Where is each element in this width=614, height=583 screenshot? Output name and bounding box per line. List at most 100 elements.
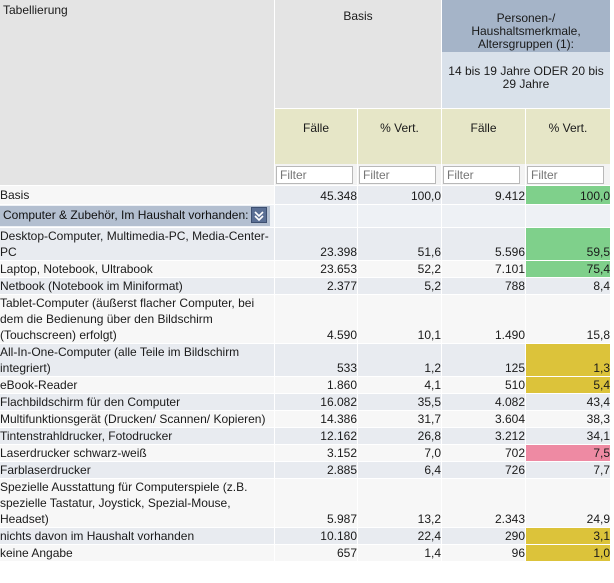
cell-b-vert: 4,1 bbox=[357, 376, 441, 393]
cell-g-faelle: 4.082 bbox=[441, 393, 525, 410]
corner-header: Tabellierung bbox=[0, 0, 274, 185]
table-row: eBook-Reader 1.860 4,1 510 5,4 bbox=[0, 376, 610, 393]
col-header-group-vert[interactable]: % Vert. bbox=[525, 108, 610, 164]
table-row: Desktop-Computer, Multimedia-PC, Media-C… bbox=[0, 227, 610, 260]
cell-g-faelle: 96 bbox=[441, 544, 525, 561]
filter-cell bbox=[357, 164, 441, 185]
filter-input-basis-vert[interactable] bbox=[359, 165, 436, 184]
cell-b-vert: 13,2 bbox=[357, 478, 441, 527]
cell-b-faelle: 10.180 bbox=[274, 527, 357, 544]
cell-b-faelle: 14.386 bbox=[274, 410, 357, 427]
row-label: Laserdrucker schwarz-weiß bbox=[0, 444, 274, 461]
row-label-text: Basis bbox=[0, 188, 30, 202]
section-cell bbox=[525, 204, 610, 227]
group-title: Personen-/ Haushaltsmerkmale, Altersgrup… bbox=[471, 11, 581, 51]
cell-basis-faelle: 45.348 bbox=[274, 185, 357, 204]
cell-b-faelle: 533 bbox=[274, 343, 357, 376]
table-row: Spezielle Ausstattung für Computerspiele… bbox=[0, 478, 610, 527]
section-header: Computer & Zubehör, Im Haushalt vorhande… bbox=[0, 204, 274, 227]
table-row: Farblaserdrucker 2.885 6,4 726 7,7 bbox=[0, 461, 610, 478]
row-label: nichts davon im Haushalt vorhanden bbox=[0, 527, 274, 544]
table-row: Multifunktionsgerät (Drucken/ Scannen/ K… bbox=[0, 410, 610, 427]
cell-basis-vert: 100,0 bbox=[357, 185, 441, 204]
cell-b-vert: 52,2 bbox=[357, 260, 441, 277]
cell-b-faelle: 1.860 bbox=[274, 376, 357, 393]
cell-b-faelle: 5.987 bbox=[274, 478, 357, 527]
row-label: Flachbildschirm für den Computer bbox=[0, 393, 274, 410]
row-label: eBook-Reader bbox=[0, 376, 274, 393]
row-label: Tablet-Computer (äußerst flacher Compute… bbox=[0, 294, 274, 343]
table-row: Laptop, Notebook, Ultrabook 23.653 52,2 7.1… bbox=[0, 260, 610, 277]
cell-b-faelle: 23.653 bbox=[274, 260, 357, 277]
cell-b-faelle: 2.377 bbox=[274, 277, 357, 294]
cell-g-faelle: 2.343 bbox=[441, 478, 525, 527]
cell-b-faelle: 23.398 bbox=[274, 227, 357, 260]
cell-g-faelle: 125 bbox=[441, 343, 525, 376]
cell-b-faelle: 4.590 bbox=[274, 294, 357, 343]
col-header-basis-faelle[interactable]: Fälle bbox=[274, 108, 357, 164]
cell-b-faelle: 657 bbox=[274, 544, 357, 561]
cell-g-vert: 34,1 bbox=[525, 427, 610, 444]
table-row: Tablet-Computer (äußerst flacher Compute… bbox=[0, 294, 610, 343]
table-row: Tintenstrahldrucker, Fotodrucker 12.162 26… bbox=[0, 427, 610, 444]
chevron-down-icon[interactable] bbox=[251, 207, 268, 223]
cell-g-vert: 3,1 bbox=[525, 527, 610, 544]
col-header-label: Fälle bbox=[302, 121, 329, 135]
filter-input-group-vert[interactable] bbox=[527, 165, 604, 184]
col-header-group-faelle[interactable]: Fälle bbox=[441, 108, 525, 164]
cell-g-vert: 1,3 bbox=[525, 343, 610, 376]
row-label: keine Angabe bbox=[0, 544, 274, 561]
cell-b-vert: 7,0 bbox=[357, 444, 441, 461]
row-label: Basis bbox=[0, 185, 274, 204]
cell-group-faelle: 9.412 bbox=[441, 185, 525, 204]
cell-b-vert: 6,4 bbox=[357, 461, 441, 478]
crosstab-table: Tabellierung Basis Personen-/ Haushaltsm… bbox=[0, 0, 610, 561]
cell-g-faelle: 1.490 bbox=[441, 294, 525, 343]
cell-g-faelle: 3.212 bbox=[441, 427, 525, 444]
group-subheader: 14 bis 19 Jahre ODER 20 bis 29 Jahre bbox=[441, 52, 610, 108]
cell-b-vert: 26,8 bbox=[357, 427, 441, 444]
cell-b-vert: 1,4 bbox=[357, 544, 441, 561]
table-row: Netbook (Notebook im Miniformat) 2.377 5,2… bbox=[0, 277, 610, 294]
table-row: Laserdrucker schwarz-weiß 3.152 7,0 702 7,5 bbox=[0, 444, 610, 461]
row-label: Desktop-Computer, Multimedia-PC, Media-C… bbox=[0, 227, 274, 260]
filter-input-basis-faelle[interactable] bbox=[276, 165, 353, 184]
cell-g-vert: 24,9 bbox=[525, 478, 610, 527]
row-label: Farblaserdrucker bbox=[0, 461, 274, 478]
table-row: nichts davon im Haushalt vorhanden 10.180… bbox=[0, 527, 610, 544]
cell-b-faelle: 16.082 bbox=[274, 393, 357, 410]
section-label-text: Computer & Zubehör, Im Haushalt vorhande… bbox=[3, 208, 249, 223]
section-cell bbox=[441, 204, 525, 227]
row-label: Netbook (Notebook im Miniformat) bbox=[0, 277, 274, 294]
filter-cell bbox=[441, 164, 525, 185]
cell-g-faelle: 702 bbox=[441, 444, 525, 461]
cell-b-vert: 10,1 bbox=[357, 294, 441, 343]
section-cell bbox=[274, 204, 357, 227]
section-cell bbox=[357, 204, 441, 227]
row-label: All-In-One-Computer (alle Teile im Bilds… bbox=[0, 343, 274, 376]
col-header-label: % Vert. bbox=[380, 121, 419, 135]
cell-group-vert: 100,0 bbox=[525, 185, 610, 204]
row-label: Tintenstrahldrucker, Fotodrucker bbox=[0, 427, 274, 444]
table-row: Flachbildschirm für den Computer 16.082 35… bbox=[0, 393, 610, 410]
cell-g-vert: 7,5 bbox=[525, 444, 610, 461]
table-row: keine Angabe 657 1,4 96 1,0 bbox=[0, 544, 610, 561]
group-subtitle: 14 bis 19 Jahre ODER 20 bis 29 Jahre bbox=[448, 64, 604, 91]
col-header-basis-vert[interactable]: % Vert. bbox=[357, 108, 441, 164]
cell-g-faelle: 3.604 bbox=[441, 410, 525, 427]
cell-b-vert: 35,5 bbox=[357, 393, 441, 410]
cell-b-faelle: 2.885 bbox=[274, 461, 357, 478]
cell-g-vert: 8,4 bbox=[525, 277, 610, 294]
cell-g-vert: 15,8 bbox=[525, 294, 610, 343]
table-row: All-In-One-Computer (alle Teile im Bilds… bbox=[0, 343, 610, 376]
row-label: Laptop, Notebook, Ultrabook bbox=[0, 260, 274, 277]
filter-cell bbox=[525, 164, 610, 185]
cell-b-vert: 51,6 bbox=[357, 227, 441, 260]
cell-b-vert: 5,2 bbox=[357, 277, 441, 294]
cell-g-faelle: 788 bbox=[441, 277, 525, 294]
cell-g-faelle: 7.101 bbox=[441, 260, 525, 277]
cell-g-faelle: 726 bbox=[441, 461, 525, 478]
section-label[interactable]: Computer & Zubehör, Im Haushalt vorhande… bbox=[0, 206, 271, 226]
filter-input-group-faelle[interactable] bbox=[443, 165, 520, 184]
cell-g-vert: 5,4 bbox=[525, 376, 610, 393]
